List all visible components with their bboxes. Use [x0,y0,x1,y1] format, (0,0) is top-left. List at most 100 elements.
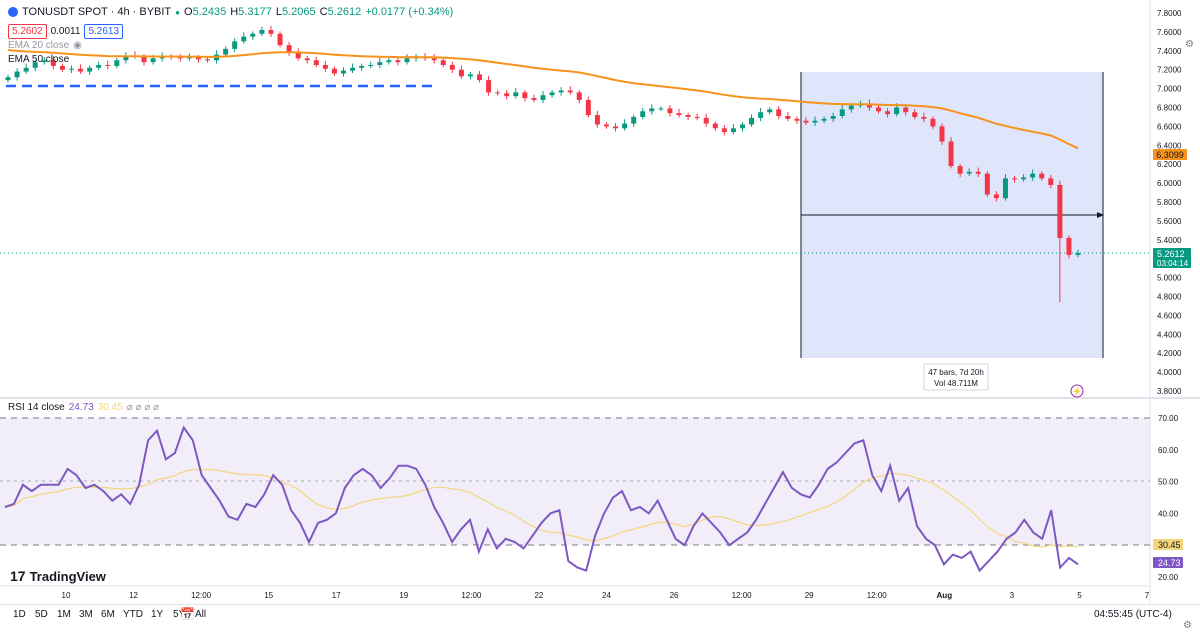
symbol-legend[interactable]: TONUSDT SPOT · 4h · BYBIT ● O5.2435 H5.3… [8,6,453,18]
candle-body[interactable] [721,128,727,133]
candle-body[interactable] [694,116,700,118]
candle-body[interactable] [313,60,319,65]
candle-body[interactable] [359,65,365,68]
candle-body[interactable] [286,45,292,53]
candle-body[interactable] [123,55,129,61]
candle-body[interactable] [395,60,401,63]
candle-body[interactable] [141,56,147,63]
candle-body[interactable] [667,108,673,114]
candle-body[interactable] [250,33,256,37]
candle-body[interactable] [1075,253,1081,255]
candle-body[interactable] [449,64,455,70]
candle-body[interactable] [1030,173,1036,178]
candle-body[interactable] [540,95,546,100]
candle-body[interactable] [114,60,120,66]
timeframe-button-1y[interactable]: 1Y [151,609,164,620]
candle-body[interactable] [885,111,891,115]
candle-body[interactable] [921,116,927,119]
candle-body[interactable] [522,92,528,99]
candle-body[interactable] [341,70,347,74]
candle-body[interactable] [87,67,93,72]
candle-body[interactable] [939,126,945,142]
candle-body[interactable] [377,62,383,65]
candle-body[interactable] [676,113,682,116]
candle-body[interactable] [295,52,301,59]
candle-body[interactable] [50,60,56,66]
candle-body[interactable] [912,112,918,117]
timeframe-button-6m[interactable]: 6M [101,609,115,620]
ema20-legend[interactable]: EMA 20 close ◉ [8,40,82,51]
timeframe-button-5y[interactable]: 5Y [173,609,186,620]
candle-body[interactable] [23,67,29,72]
candle-body[interactable] [903,107,909,113]
candle-body[interactable] [930,118,936,127]
candle-body[interactable] [440,60,446,65]
candle-body[interactable] [177,57,183,59]
candle-body[interactable] [685,115,691,117]
candle-body[interactable] [477,74,483,81]
candle-body[interactable] [1057,184,1063,238]
gear-icon[interactable]: ⚙ [1185,39,1194,50]
candle-body[interactable] [993,194,999,199]
candle-body[interactable] [59,65,65,70]
candle-body[interactable] [105,64,111,66]
candle-body[interactable] [712,123,718,129]
candle-body[interactable] [277,33,283,46]
candle-body[interactable] [594,115,600,125]
candle-body[interactable] [331,68,337,74]
candle-body[interactable] [531,98,537,100]
bid-box[interactable]: 5.2602 [8,24,47,39]
candle-body[interactable] [467,74,473,77]
ask-box[interactable]: 5.2613 [84,24,124,39]
candle-body[interactable] [622,123,628,129]
candle-body[interactable] [558,90,564,93]
candle-body[interactable] [204,59,210,61]
candle-body[interactable] [640,111,646,117]
timeframe-button-3m[interactable]: 3M [79,609,93,620]
lightning-icon[interactable] [1070,384,1084,398]
candle-body[interactable] [41,60,47,63]
candle-body[interactable] [739,124,745,129]
timeframe-button-all[interactable]: All [195,609,207,620]
candle-body[interactable] [458,69,464,77]
candle-body[interactable] [649,108,655,112]
candle-body[interactable] [776,109,782,117]
candle-body[interactable] [603,124,609,127]
candle-body[interactable] [848,105,854,110]
candle-body[interactable] [5,77,11,81]
candle-body[interactable] [730,128,736,133]
candle-body[interactable] [404,58,410,63]
candle-body[interactable] [368,64,374,66]
candle-body[interactable] [803,120,809,123]
ema50-legend[interactable]: EMA 50 close [8,54,69,65]
candle-body[interactable] [304,58,310,61]
candle-body[interactable] [749,117,755,125]
candle-body[interactable] [195,57,201,60]
calendar-icon[interactable]: 📅 [180,607,195,621]
candle-body[interactable] [957,166,963,174]
candle-body[interactable] [812,120,818,123]
candle-body[interactable] [504,93,510,97]
candle-body[interactable] [241,36,247,42]
candle-body[interactable] [631,116,637,124]
candle-body[interactable] [758,112,764,118]
candle-body[interactable] [268,30,274,34]
candle-body[interactable] [984,173,990,195]
timeframe-button-5d[interactable]: 5D [35,609,48,620]
candle-body[interactable] [794,118,800,121]
candle-body[interactable] [223,48,229,55]
candle-body[interactable] [876,107,882,112]
candle-body[interactable] [96,64,102,68]
candle-body[interactable] [495,92,501,94]
eye-icon[interactable]: ◉ [73,40,82,51]
candle-body[interactable] [322,64,328,69]
candle-body[interactable] [1021,177,1027,180]
candle-body[interactable] [78,68,84,72]
candle-body[interactable] [785,116,791,119]
candle-body[interactable] [658,108,664,110]
candle-body[interactable] [830,116,836,119]
candle-body[interactable] [567,90,573,93]
candle-body[interactable] [948,141,954,167]
candle-body[interactable] [703,117,709,124]
